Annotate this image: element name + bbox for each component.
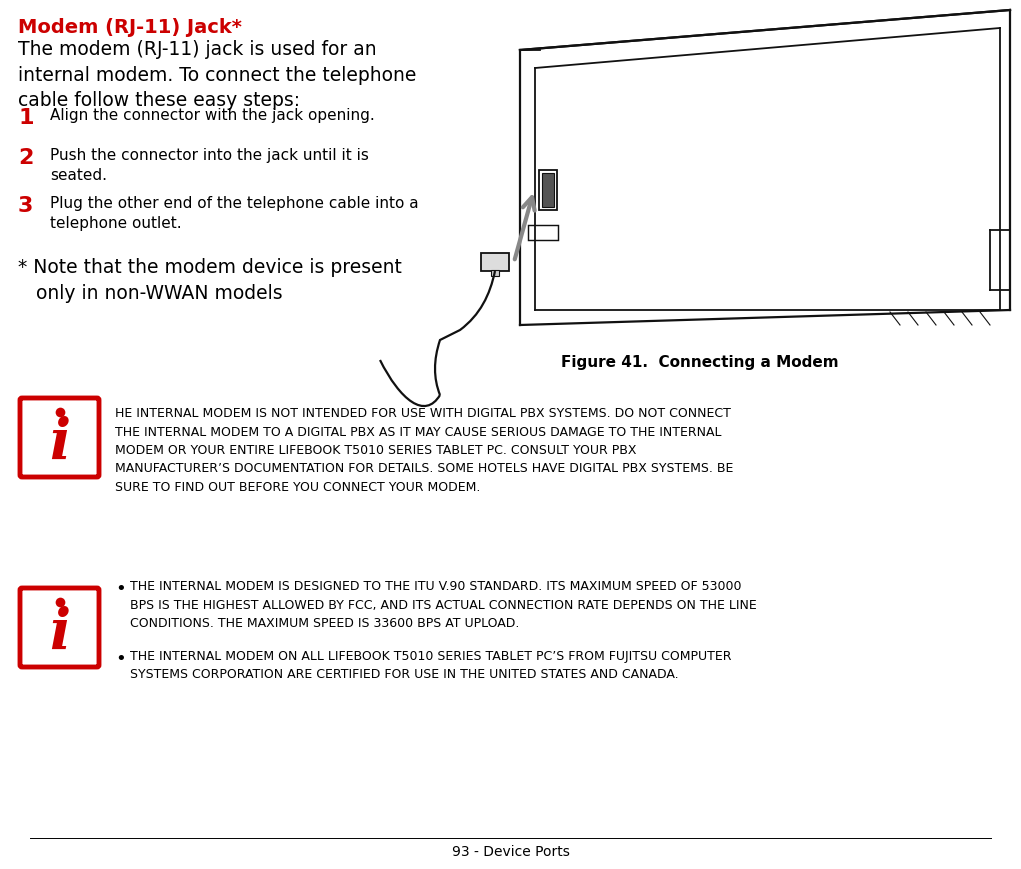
Bar <box>481 253 509 271</box>
Text: Figure 41.  Connecting a Modem: Figure 41. Connecting a Modem <box>562 355 839 370</box>
FancyBboxPatch shape <box>20 398 99 477</box>
Bar <box>542 173 554 207</box>
Text: 2: 2 <box>18 148 34 168</box>
Text: Plug the other end of the telephone cable into a
telephone outlet.: Plug the other end of the telephone cabl… <box>50 196 419 231</box>
Text: 3: 3 <box>18 196 34 216</box>
FancyBboxPatch shape <box>20 588 99 667</box>
Text: 93 - Device Ports: 93 - Device Ports <box>452 845 570 859</box>
Bar <box>539 170 557 210</box>
Text: 1: 1 <box>18 108 34 128</box>
Text: •: • <box>115 580 126 598</box>
Text: * Note that the modem device is present
   only in non-WWAN models: * Note that the modem device is present … <box>18 258 402 302</box>
Text: HE INTERNAL MODEM IS NOT INTENDED FOR USE WITH DIGITAL PBX SYSTEMS. DO NOT CONNE: HE INTERNAL MODEM IS NOT INTENDED FOR US… <box>115 407 733 494</box>
Text: i: i <box>49 606 70 661</box>
Bar <box>491 270 499 276</box>
Text: i: i <box>49 416 70 471</box>
Text: THE INTERNAL MODEM IS DESIGNED TO THE ITU V.90 STANDARD. ITS MAXIMUM SPEED OF 53: THE INTERNAL MODEM IS DESIGNED TO THE IT… <box>130 580 757 630</box>
Text: The modem (RJ-11) jack is used for an
internal modem. To connect the telephone
c: The modem (RJ-11) jack is used for an in… <box>18 40 417 110</box>
Bar <box>528 225 558 240</box>
Text: THE INTERNAL MODEM ON ALL LIFEBOOK T5010 SERIES TABLET PC’S FROM FUJITSU COMPUTE: THE INTERNAL MODEM ON ALL LIFEBOOK T5010… <box>130 650 731 681</box>
Text: Align the connector with the jack opening.: Align the connector with the jack openin… <box>50 108 375 123</box>
Text: •: • <box>115 650 126 668</box>
Text: Push the connector into the jack until it is
seated.: Push the connector into the jack until i… <box>50 148 369 183</box>
Text: Modem (RJ-11) Jack*: Modem (RJ-11) Jack* <box>18 18 242 37</box>
